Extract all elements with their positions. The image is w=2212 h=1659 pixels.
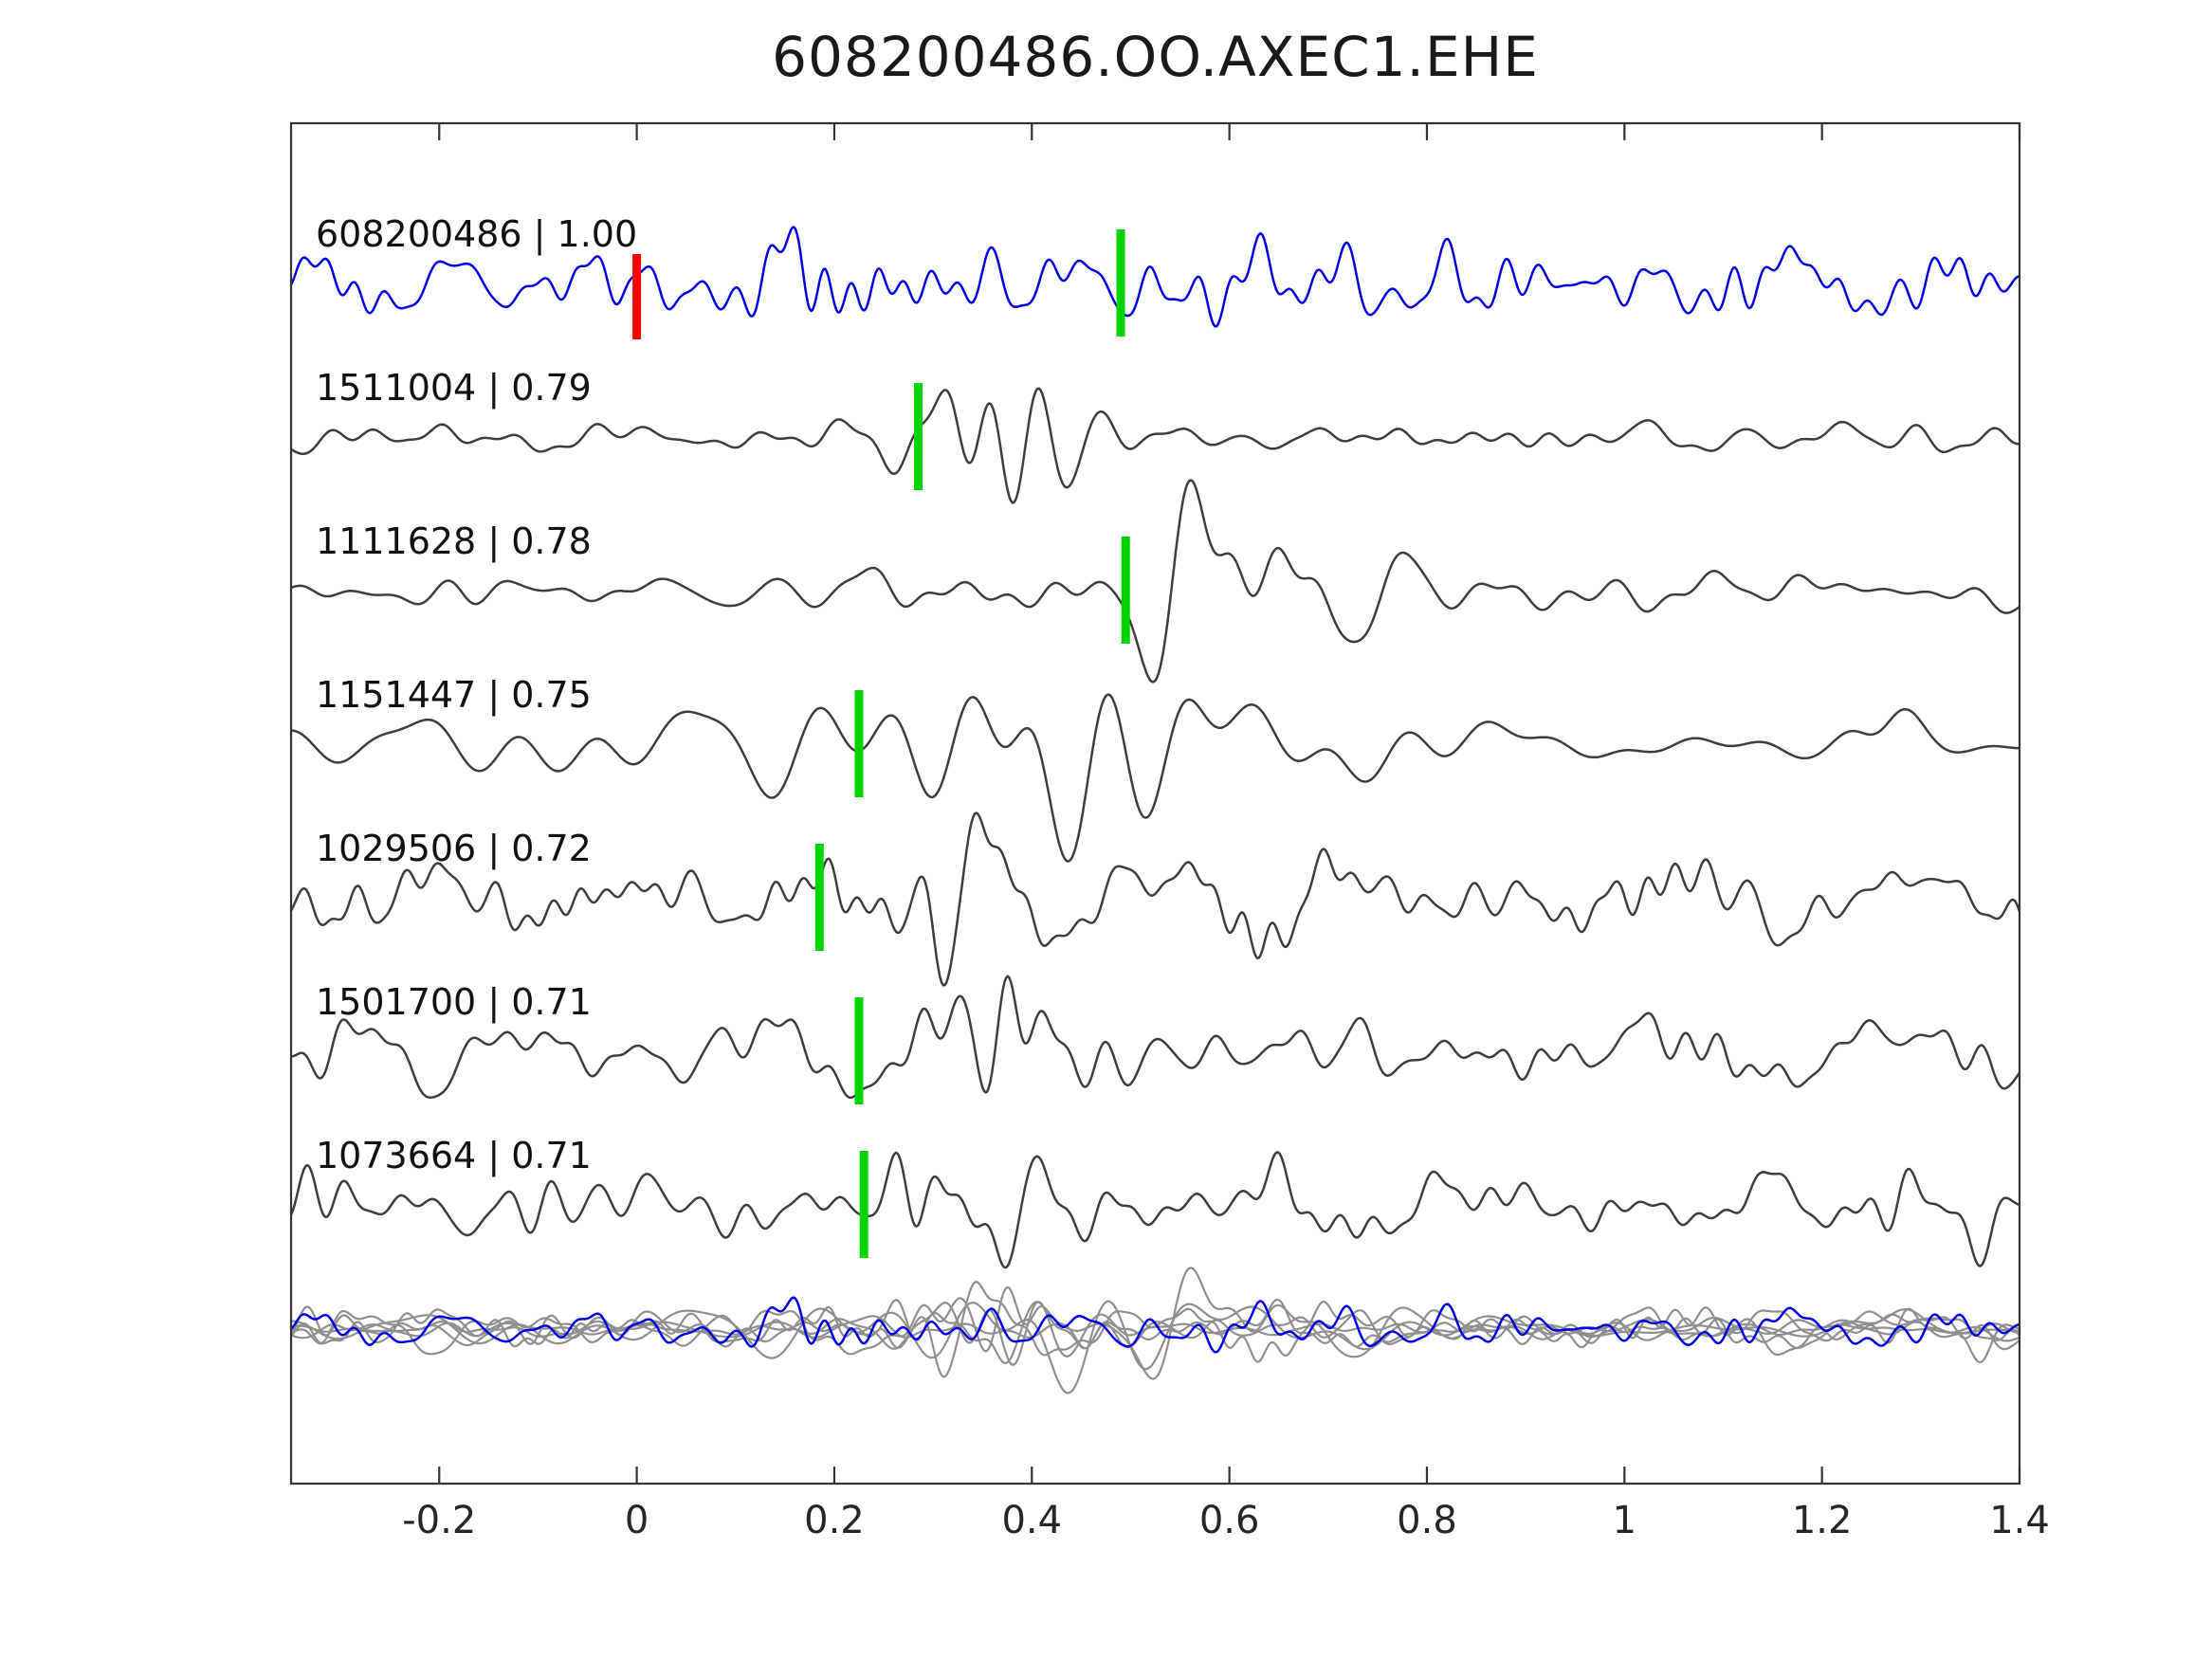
trace-line-1029506 [291, 811, 2020, 987]
trace-label-1511004: 1511004 | 0.79 [316, 367, 592, 410]
trace-label-1029506: 1029506 | 0.72 [316, 828, 592, 870]
figure-title: 608200486.OO.AXEC1.EHE [772, 25, 1539, 89]
x-tick-label: 0.8 [1397, 1499, 1457, 1542]
trace-line-1151447 [291, 693, 2020, 863]
trace-line-1501700 [291, 975, 2020, 1100]
x-tick-label: 0.6 [1199, 1499, 1260, 1542]
trace-label-1151447: 1151447 | 0.75 [316, 674, 592, 717]
trace-line-1073664 [291, 1151, 2020, 1269]
x-tick-label: 1.4 [1989, 1499, 2050, 1542]
trace-line-1111628 [291, 479, 2020, 684]
x-tick-label: 0.2 [804, 1499, 865, 1542]
axis-box [289, 121, 2021, 1486]
trace-line-1511004 [291, 387, 2020, 504]
overlay-trace-1501700 [291, 1285, 2020, 1356]
x-tick-label: -0.2 [402, 1499, 476, 1542]
trace-label-1111628: 1111628 | 0.78 [316, 520, 592, 563]
trace-line-608200486 [291, 226, 2020, 328]
trace-label-1501700: 1501700 | 0.71 [316, 981, 592, 1024]
overlay-reference-trace [291, 1296, 2020, 1354]
trace-label-1073664: 1073664 | 0.71 [316, 1135, 592, 1177]
overlay-trace-1029506 [291, 1281, 2020, 1378]
trace-label-608200486: 608200486 | 1.00 [316, 213, 637, 256]
x-tick-label: 0 [625, 1499, 649, 1542]
overlay-trace-1073664 [291, 1298, 2020, 1364]
x-tick-label: 0.4 [1001, 1499, 1062, 1542]
x-tick-label: 1.2 [1792, 1499, 1853, 1542]
plot-area [291, 226, 2020, 1395]
x-tick-label: 1 [1613, 1499, 1636, 1542]
